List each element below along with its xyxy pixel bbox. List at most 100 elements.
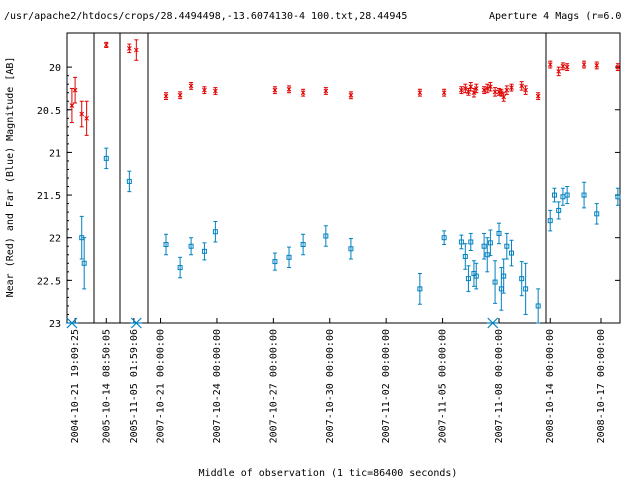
near-point [484,86,490,91]
near-point [594,63,600,68]
near-point [79,111,85,117]
x-tick-label: 2008-10-17 00:00:00 [596,329,607,443]
far-point [535,303,541,309]
far-point [468,239,474,245]
far-point [594,211,600,217]
chart-title-right: Aperture 4 Mags (r=6.0 [489,11,621,22]
x-tick-label: 2007-11-08 00:00:00 [494,329,505,443]
far-point [581,192,587,198]
far-point [103,155,109,161]
far-point [348,246,354,252]
chart-panels [66,32,621,324]
y-axis-label: Near (Red) and Far (Blue) Magnitude [AB] [5,57,16,298]
y-tick-label: 22.5 [37,276,61,287]
far-point [523,286,529,292]
near-point [481,87,487,93]
near-point [84,115,89,121]
near-point [501,94,507,100]
far-point [556,207,562,213]
far-point [496,230,502,236]
near-point [69,103,75,108]
near-point [471,90,477,96]
y-tick-label: 20 [49,63,61,74]
near-point [348,92,354,98]
far-point [465,276,471,282]
x-axis-label: Middle of observation (1 tic=86400 secon… [199,468,458,479]
x-axis: 2004-10-21 19:09:25 2005-10-14 08:50:05 20… [70,318,607,443]
far-point [504,243,510,249]
far-point [481,243,487,249]
x-tick-label: 2007-10-21 00:00:00 [156,329,167,443]
far-point [81,260,87,266]
near-point [441,90,447,96]
x-tick-label: 2007-10-30 00:00:00 [325,329,336,443]
y-tick-label: 20.5 [37,106,61,117]
near-point [163,93,169,99]
far-point [188,243,194,249]
data-marks [65,39,621,329]
near-point [560,63,566,69]
far-point [509,250,515,256]
x-tick-label: 2005-11-05 01:59:06 [129,329,140,443]
far-point [487,240,493,246]
near-point [417,90,423,96]
near-point [504,87,510,93]
near-point [473,86,479,91]
far-point [547,218,553,224]
near-point [556,69,562,74]
near-point [564,64,570,70]
near-point [581,62,587,67]
far-point [462,253,468,259]
far-point [286,254,292,260]
far-point [417,286,423,292]
x-tick-label: 2005-10-14 08:50:05 [101,329,112,443]
near-point [103,42,109,48]
far-point [126,178,132,184]
x-tick-label: 2004-10-21 19:09:25 [70,329,81,443]
near-point [488,84,493,90]
far-point [564,192,570,198]
far-point [615,194,621,200]
near-point [492,89,498,95]
y-tick-label: 21.5 [37,191,61,202]
near-point [462,86,468,91]
near-point [547,62,553,67]
near-point [300,90,306,96]
y-tick-label: 21 [49,148,61,159]
chart-title-left: /usr/apache2/htdocs/crops/28.4494498,-13… [4,11,407,22]
near-point [286,86,292,92]
y-tick-label: 23 [49,319,61,330]
near-point [202,87,207,93]
near-point [272,87,278,93]
plot-frame [66,32,621,324]
far-point [458,239,464,245]
near-point [468,84,474,90]
near-point [188,83,194,89]
near-point [213,88,218,94]
near-point [133,47,139,53]
near-point [498,90,504,96]
far-point [323,233,329,239]
near-point [126,45,132,51]
y-tick-label: 22 [49,234,61,245]
far-point [441,235,447,241]
near-point [509,85,514,90]
x-tick-label: 2007-10-24 00:00:00 [212,329,223,443]
far-point [484,252,490,258]
far-point [163,242,169,248]
far-point [201,248,207,254]
far-point [212,229,218,235]
near-point [323,88,329,94]
near-point [496,89,502,95]
far-point [519,276,525,282]
near-point [519,83,525,89]
far-point [272,259,278,265]
x-tick-label: 2008-10-14 00:00:00 [545,329,556,443]
far-point [177,265,183,271]
near-point [459,87,464,93]
near-point [523,87,528,93]
x-tick-label: 2007-10-27 00:00:00 [268,329,279,443]
near-point [177,92,183,98]
near-point [72,87,78,93]
